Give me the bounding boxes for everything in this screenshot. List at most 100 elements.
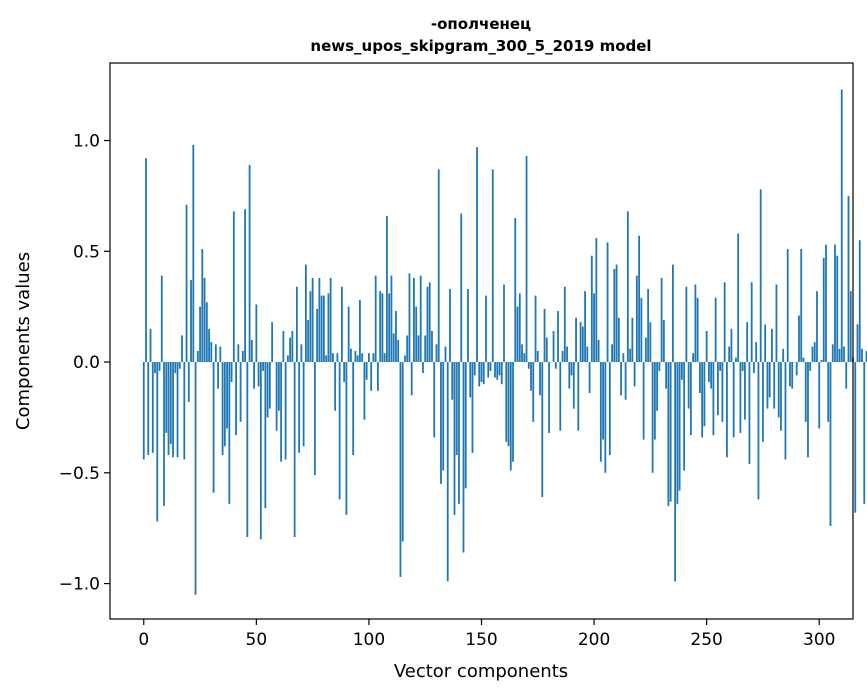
bar-71 — [302, 362, 305, 447]
bar-299 — [816, 291, 818, 363]
bar-292 — [800, 249, 803, 363]
bar-147 — [473, 362, 476, 376]
bar-32 — [214, 344, 217, 363]
bar-101 — [370, 362, 373, 391]
bar-266 — [741, 362, 744, 371]
bar-233 — [667, 362, 670, 507]
bar-310 — [840, 89, 843, 363]
bar-305 — [829, 362, 832, 526]
bar-76 — [313, 362, 316, 476]
bar-89 — [343, 362, 346, 382]
bar-297 — [811, 346, 814, 363]
bar-184 — [557, 311, 559, 363]
bar-199 — [590, 255, 593, 363]
bar-256 — [719, 362, 722, 371]
bar-55 — [266, 362, 269, 418]
bar-177 — [541, 362, 544, 498]
bar-257 — [721, 362, 724, 422]
bar-135 — [446, 362, 449, 582]
bar-134 — [444, 346, 447, 363]
y-tick-label: 1.0 — [73, 132, 100, 152]
bar-50 — [255, 304, 258, 363]
bar-197 — [586, 346, 589, 363]
bar-168 — [521, 344, 523, 363]
bar-312 — [845, 362, 848, 389]
bar-157 — [496, 362, 499, 380]
bar-267 — [744, 362, 746, 420]
bar-115 — [401, 362, 404, 542]
bar-263 — [735, 357, 737, 363]
bar-304 — [827, 362, 830, 422]
bar-183 — [554, 362, 557, 369]
bar-116 — [404, 355, 406, 363]
bar-66 — [291, 331, 294, 363]
bar-211 — [617, 317, 620, 363]
bar-97 — [361, 353, 364, 363]
bar-124 — [422, 362, 424, 374]
bar-159 — [500, 362, 503, 385]
x-tick-label: 50 — [246, 630, 268, 650]
bar-288 — [791, 362, 794, 389]
bar-281 — [775, 284, 778, 363]
bar-166 — [516, 306, 519, 363]
bar-224 — [647, 288, 650, 363]
y-axis-label: Components values — [13, 252, 34, 430]
bar-86 — [336, 353, 339, 363]
bar-145 — [469, 362, 472, 398]
bar-82 — [327, 293, 330, 363]
bar-203 — [599, 362, 602, 462]
bar-173 — [532, 362, 535, 422]
bar-272 — [755, 342, 758, 363]
bar-200 — [593, 293, 595, 363]
bar-250 — [705, 331, 708, 363]
bar-126 — [426, 286, 429, 363]
bar-262 — [732, 362, 735, 438]
bar-187 — [563, 286, 566, 363]
bar-209 — [613, 269, 616, 363]
bar-176 — [539, 362, 541, 396]
bar-161 — [505, 362, 508, 442]
bar-9 — [163, 362, 165, 507]
bar-218 — [633, 362, 636, 387]
bar-8 — [160, 275, 163, 363]
bar-247 — [699, 362, 701, 394]
bar-5 — [154, 362, 156, 374]
bar-306 — [831, 344, 834, 363]
bar-189 — [568, 362, 571, 389]
bar-79 — [320, 295, 323, 363]
bar-217 — [631, 317, 634, 363]
bar-205 — [604, 362, 607, 473]
bar-208 — [611, 344, 613, 363]
bar-61 — [280, 362, 283, 462]
bar-301 — [820, 359, 823, 363]
bar-90 — [345, 362, 348, 515]
bar-165 — [514, 218, 517, 363]
bar-179 — [545, 337, 548, 363]
bar-171 — [527, 362, 530, 369]
bar-255 — [717, 362, 719, 416]
bar-182 — [552, 331, 555, 363]
bar-219 — [635, 275, 638, 363]
bar-231 — [662, 319, 665, 363]
bar-237 — [676, 362, 679, 504]
bar-261 — [730, 328, 733, 363]
bar-80 — [322, 295, 325, 363]
bar-17 — [181, 335, 183, 363]
bar-52 — [259, 362, 262, 540]
bar-142 — [462, 362, 465, 553]
bar-0 — [142, 362, 145, 460]
bar-94 — [354, 350, 357, 363]
bar-31 — [212, 362, 215, 493]
bar-198 — [588, 362, 591, 394]
bar-10 — [165, 362, 168, 433]
bar-36 — [223, 362, 226, 447]
bar-244 — [692, 353, 695, 363]
x-tick-label: 0 — [138, 630, 149, 650]
bar-226 — [651, 362, 654, 473]
bar-225 — [649, 322, 652, 363]
bar-212 — [620, 362, 622, 396]
bar-160 — [503, 284, 505, 363]
bar-74 — [309, 291, 312, 363]
bar-88 — [341, 286, 343, 363]
bar-296 — [809, 362, 812, 371]
